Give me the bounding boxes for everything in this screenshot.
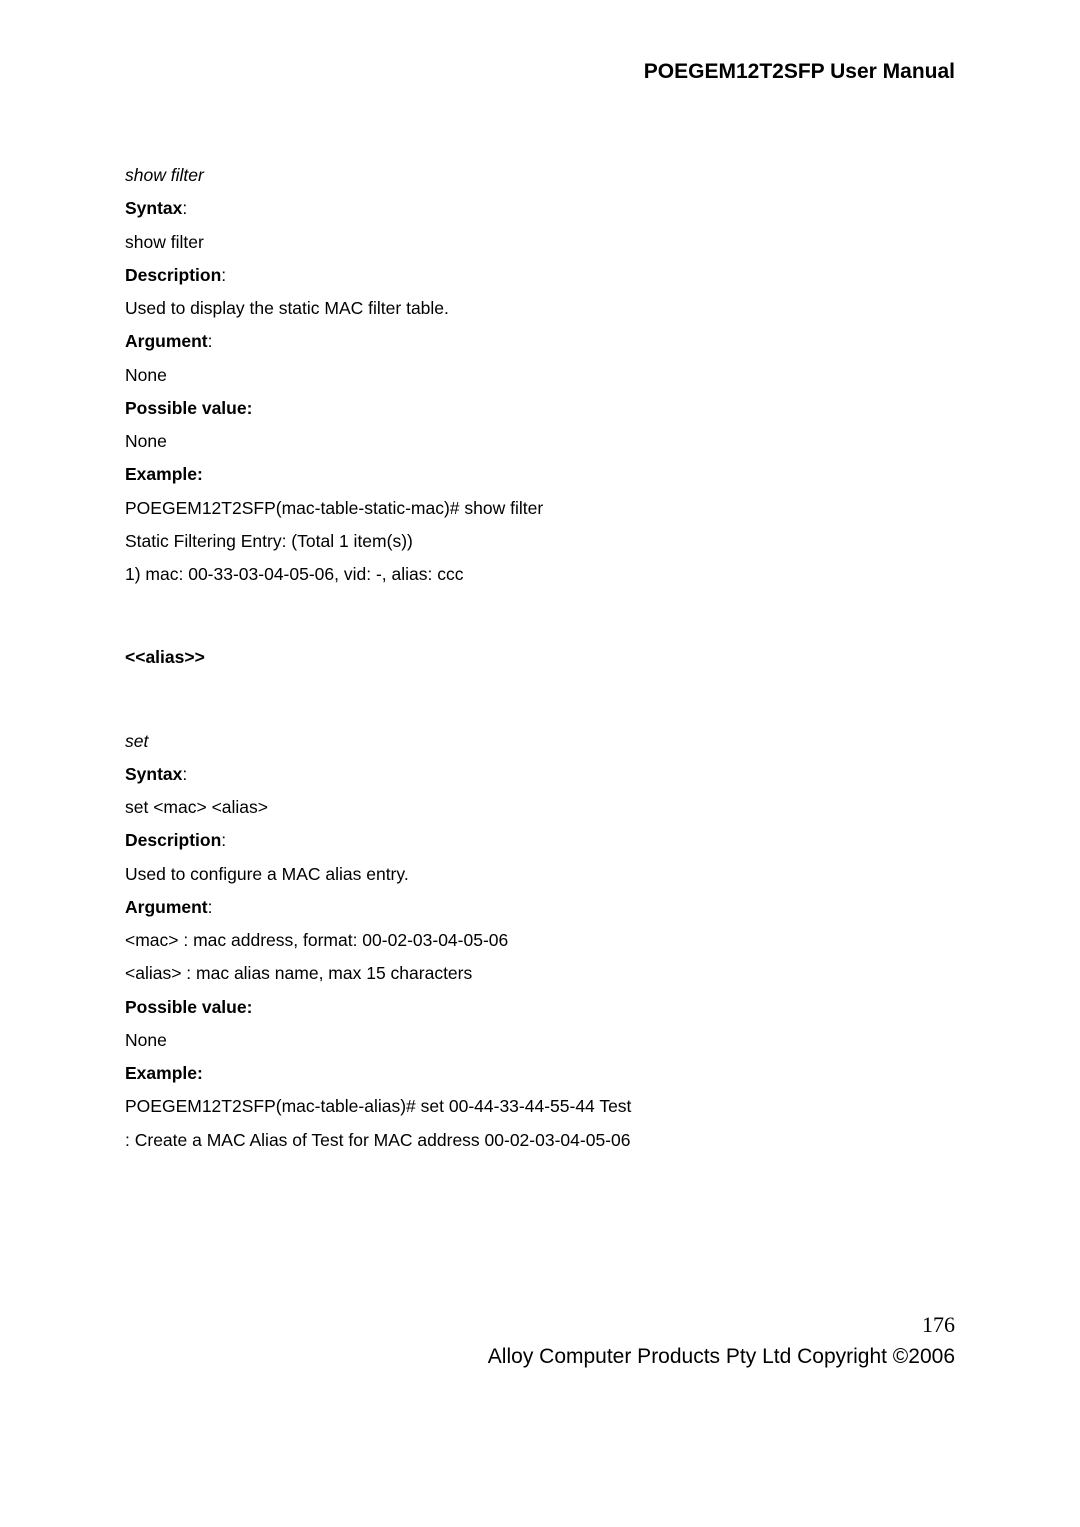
cmd2-desc-label: Description bbox=[125, 830, 221, 850]
cmd1-ex-line1: POEGEM12T2SFP(mac-table-static-mac)# sho… bbox=[125, 492, 955, 525]
cmd1-desc-row: Description: bbox=[125, 259, 955, 292]
cmd1-syntax-value: show filter bbox=[125, 226, 955, 259]
cmd2-ex-line1: POEGEM12T2SFP(mac-table-alias)# set 00-4… bbox=[125, 1090, 955, 1123]
cmd2-syntax-label: Syntax bbox=[125, 764, 182, 784]
cmd2-desc-colon: : bbox=[221, 830, 226, 850]
gap1 bbox=[125, 591, 955, 641]
cmd2-desc-row: Description: bbox=[125, 824, 955, 857]
content-body: show filter Syntax: show filter Descript… bbox=[125, 159, 955, 1157]
cmd1-syntax-colon: : bbox=[182, 198, 187, 218]
cmd2-name: set bbox=[125, 725, 955, 758]
page-number: 176 bbox=[488, 1308, 955, 1341]
gap2 bbox=[125, 675, 955, 725]
cmd2-syntax-row: Syntax: bbox=[125, 758, 955, 791]
cmd1-syntax-row: Syntax: bbox=[125, 192, 955, 225]
cmd1-ex-line2: Static Filtering Entry: (Total 1 item(s)… bbox=[125, 525, 955, 558]
cmd1-desc-label: Description bbox=[125, 265, 221, 285]
cmd1-arg-label: Argument bbox=[125, 331, 208, 351]
cmd2-syntax-colon: : bbox=[182, 764, 187, 784]
cmd1-ex-line3: 1) mac: 00-33-03-04-05-06, vid: -, alias… bbox=[125, 558, 955, 591]
page-header: POEGEM12T2SFP User Manual bbox=[125, 60, 955, 84]
page-footer: 176 Alloy Computer Products Pty Ltd Copy… bbox=[488, 1308, 955, 1373]
cmd2-arg-line1: <mac> : mac address, format: 00-02-03-04… bbox=[125, 924, 955, 957]
cmd1-arg-row: Argument: bbox=[125, 325, 955, 358]
header-title: POEGEM12T2SFP User Manual bbox=[644, 60, 955, 83]
cmd1-desc-value: Used to display the static MAC filter ta… bbox=[125, 292, 955, 325]
cmd2-pv-label: Possible value: bbox=[125, 991, 955, 1024]
cmd1-pv-label: Possible value: bbox=[125, 392, 955, 425]
cmd2-pv-value: None bbox=[125, 1024, 955, 1057]
cmd2-desc-value: Used to configure a MAC alias entry. bbox=[125, 858, 955, 891]
page-container: POEGEM12T2SFP User Manual show filter Sy… bbox=[0, 0, 1080, 1527]
cmd2-ex-line2: : Create a MAC Alias of Test for MAC add… bbox=[125, 1124, 955, 1157]
cmd1-ex-label: Example: bbox=[125, 458, 955, 491]
cmd1-pv-value: None bbox=[125, 425, 955, 458]
cmd2-arg-row: Argument: bbox=[125, 891, 955, 924]
cmd1-arg-value: None bbox=[125, 359, 955, 392]
cmd1-syntax-label: Syntax bbox=[125, 198, 182, 218]
cmd1-desc-colon: : bbox=[221, 265, 226, 285]
cmd2-ex-label: Example: bbox=[125, 1057, 955, 1090]
cmd2-arg-colon: : bbox=[208, 897, 213, 917]
copyright-text: Alloy Computer Products Pty Ltd Copyrigh… bbox=[488, 1341, 955, 1373]
cmd2-arg-label: Argument bbox=[125, 897, 208, 917]
cmd1-name: show filter bbox=[125, 159, 955, 192]
alias-header: <<alias>> bbox=[125, 641, 955, 674]
cmd1-arg-colon: : bbox=[208, 331, 213, 351]
cmd2-syntax-value: set <mac> <alias> bbox=[125, 791, 955, 824]
cmd2-arg-line2: <alias> : mac alias name, max 15 charact… bbox=[125, 957, 955, 990]
